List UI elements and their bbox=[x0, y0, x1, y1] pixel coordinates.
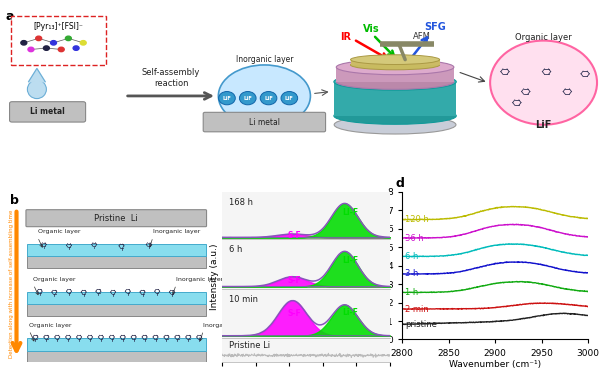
Text: c: c bbox=[222, 192, 229, 205]
Ellipse shape bbox=[350, 60, 440, 70]
Text: Detection along with increase of self-assembling time: Detection along with increase of self-as… bbox=[9, 209, 14, 358]
Ellipse shape bbox=[281, 92, 298, 105]
Text: pristine: pristine bbox=[405, 320, 437, 329]
Polygon shape bbox=[29, 69, 45, 82]
Text: 6 h: 6 h bbox=[405, 252, 418, 261]
Text: S-F: S-F bbox=[287, 231, 301, 240]
FancyBboxPatch shape bbox=[27, 292, 205, 304]
Text: Organic layer: Organic layer bbox=[34, 277, 76, 282]
Text: S-F: S-F bbox=[287, 276, 301, 285]
X-axis label: Wavenumber (cm⁻¹): Wavenumber (cm⁻¹) bbox=[449, 360, 541, 369]
Ellipse shape bbox=[350, 55, 440, 65]
Text: Inorganic layer: Inorganic layer bbox=[203, 323, 251, 328]
FancyBboxPatch shape bbox=[27, 304, 205, 316]
FancyBboxPatch shape bbox=[27, 245, 205, 256]
Text: IR: IR bbox=[340, 32, 351, 42]
Polygon shape bbox=[350, 60, 440, 65]
Text: S-F: S-F bbox=[287, 309, 301, 318]
Circle shape bbox=[80, 41, 86, 45]
Text: a: a bbox=[6, 10, 14, 23]
Text: Organic layer: Organic layer bbox=[29, 323, 71, 328]
Text: AFM: AFM bbox=[413, 32, 431, 41]
Text: 10 min: 10 min bbox=[229, 294, 258, 304]
Text: LI-F: LI-F bbox=[342, 208, 358, 217]
Text: LI-F: LI-F bbox=[342, 256, 358, 265]
FancyBboxPatch shape bbox=[203, 112, 326, 132]
Ellipse shape bbox=[218, 92, 235, 105]
Circle shape bbox=[43, 46, 49, 50]
FancyBboxPatch shape bbox=[27, 338, 205, 351]
Text: Li metal: Li metal bbox=[30, 107, 65, 116]
Text: Self-assembly
reaction: Self-assembly reaction bbox=[142, 68, 200, 88]
Circle shape bbox=[50, 41, 56, 45]
Ellipse shape bbox=[334, 115, 456, 134]
Text: Inorganic layer: Inorganic layer bbox=[153, 229, 200, 234]
Polygon shape bbox=[334, 82, 456, 116]
Y-axis label: SF Intensity (a.u.): SF Intensity (a.u.) bbox=[376, 225, 385, 306]
Text: LiF: LiF bbox=[535, 120, 552, 130]
Text: 2 min: 2 min bbox=[405, 304, 428, 314]
Ellipse shape bbox=[239, 92, 256, 105]
Text: 1 h: 1 h bbox=[405, 288, 418, 297]
Text: Organic layer: Organic layer bbox=[37, 229, 80, 234]
FancyBboxPatch shape bbox=[27, 256, 205, 268]
Text: 36 h: 36 h bbox=[405, 234, 424, 243]
Text: F 1s: F 1s bbox=[365, 193, 386, 203]
Circle shape bbox=[21, 41, 27, 45]
FancyBboxPatch shape bbox=[27, 351, 205, 362]
Ellipse shape bbox=[490, 41, 597, 125]
FancyBboxPatch shape bbox=[10, 102, 86, 122]
Text: b: b bbox=[10, 194, 19, 207]
Circle shape bbox=[36, 36, 41, 41]
Polygon shape bbox=[336, 67, 454, 82]
Text: Inorganic layer: Inorganic layer bbox=[176, 277, 223, 282]
Text: 6 h: 6 h bbox=[229, 245, 242, 254]
Text: LiF: LiF bbox=[244, 96, 252, 101]
Text: [Pyr₁₃]⁺[FSI]⁻: [Pyr₁₃]⁺[FSI]⁻ bbox=[34, 21, 83, 31]
Ellipse shape bbox=[260, 92, 277, 105]
Text: 120 h: 120 h bbox=[405, 215, 428, 224]
Text: LiF: LiF bbox=[264, 96, 273, 101]
Text: 3 h: 3 h bbox=[405, 269, 418, 278]
Ellipse shape bbox=[28, 80, 46, 99]
Text: Inorganic layer: Inorganic layer bbox=[236, 55, 293, 64]
Ellipse shape bbox=[336, 74, 454, 89]
Ellipse shape bbox=[218, 65, 310, 127]
Text: Intensity (a.u.): Intensity (a.u.) bbox=[210, 244, 219, 310]
Ellipse shape bbox=[334, 107, 456, 124]
Text: Pristine Li: Pristine Li bbox=[229, 341, 270, 350]
Ellipse shape bbox=[334, 73, 456, 90]
Text: Li-F: Li-F bbox=[342, 308, 358, 317]
Ellipse shape bbox=[336, 60, 454, 75]
Circle shape bbox=[58, 47, 64, 52]
Text: LiF: LiF bbox=[223, 96, 232, 101]
FancyBboxPatch shape bbox=[11, 16, 106, 65]
Text: Li metal: Li metal bbox=[249, 118, 280, 127]
FancyBboxPatch shape bbox=[26, 210, 206, 227]
Text: Pristine  Li: Pristine Li bbox=[94, 214, 138, 223]
Circle shape bbox=[28, 47, 34, 52]
Text: 168 h: 168 h bbox=[229, 197, 253, 207]
Text: LiF: LiF bbox=[285, 96, 294, 101]
Circle shape bbox=[65, 36, 71, 41]
Text: d: d bbox=[396, 177, 405, 190]
Text: SFG: SFG bbox=[424, 22, 446, 32]
Text: Vis: Vis bbox=[363, 24, 380, 34]
Circle shape bbox=[73, 46, 79, 50]
Text: Organic layer: Organic layer bbox=[515, 33, 572, 42]
